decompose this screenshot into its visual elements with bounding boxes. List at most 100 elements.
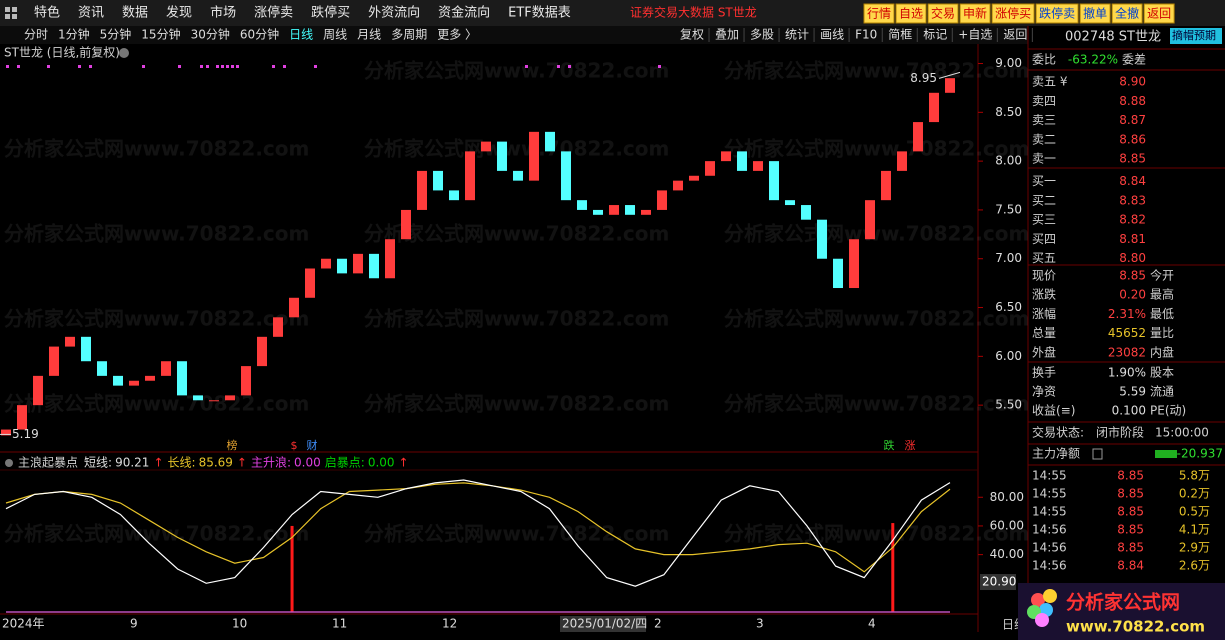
candle-body: [705, 161, 715, 176]
icon-cell: [12, 14, 17, 19]
menu-item[interactable]: 资金流向: [438, 5, 490, 21]
menu-item[interactable]: 发现: [166, 5, 192, 21]
quote-label: 委比: [1032, 53, 1056, 67]
low-label: 5.19: [12, 427, 39, 441]
title-menu-icon[interactable]: [119, 48, 129, 58]
flow-icon[interactable]: [1092, 448, 1103, 460]
candle-body: [369, 253, 379, 279]
menu-item[interactable]: 涨停卖: [254, 5, 293, 21]
candle-body: [817, 219, 827, 259]
trade-time: 14:56: [1032, 541, 1067, 555]
tool-button[interactable]: F10: [855, 28, 877, 42]
tool-button[interactable]: 多股: [750, 28, 774, 42]
period-tab[interactable]: 多周期: [391, 28, 427, 42]
candle-body: [801, 205, 811, 220]
candle-body: [689, 175, 699, 181]
period-tab[interactable]: 30分钟: [191, 27, 230, 42]
menu-button-label: 交易: [931, 6, 955, 21]
candle-body: [481, 141, 491, 152]
menu-item[interactable]: 特色: [34, 5, 60, 21]
candle-body: [785, 200, 795, 206]
trade-volume: 5.8万: [1179, 469, 1210, 483]
candle-body: [209, 400, 219, 402]
bid-price: 8.84: [1119, 174, 1146, 188]
menu-button[interactable]: [959, 3, 991, 24]
menu-button[interactable]: [1143, 3, 1175, 24]
trade-time: 14:56: [1032, 559, 1067, 573]
candle-body: [145, 375, 155, 381]
x-tick-label: 11: [332, 617, 347, 631]
menu-item[interactable]: 数据: [122, 6, 148, 21]
signal-dot: [178, 65, 181, 68]
menu-item[interactable]: 资讯: [78, 6, 104, 21]
menu-button[interactable]: [1079, 3, 1111, 24]
menu-item[interactable]: 外资流向: [368, 5, 420, 21]
watermark: 分析家公式网www.70822.com: [4, 137, 309, 161]
period-tab[interactable]: 月线: [357, 28, 381, 42]
legend-value: 0.00: [368, 456, 395, 470]
candle-body: [465, 151, 475, 201]
trade-time: 14:55: [1032, 469, 1067, 483]
period-tab[interactable]: 60分钟: [240, 27, 279, 42]
menu-icon[interactable]: [5, 7, 17, 19]
menu-button[interactable]: [863, 3, 895, 24]
tool-button[interactable]: 叠加: [715, 28, 739, 42]
menu-item[interactable]: ETF数据表: [508, 6, 571, 21]
ask-label: 卖五 ¥: [1032, 75, 1068, 89]
legend-icon[interactable]: [5, 459, 13, 467]
trade-price: 8.85: [1117, 541, 1144, 555]
ask-price: 8.87: [1119, 113, 1146, 127]
flow-value: -20.937: [1177, 447, 1223, 461]
trade-time: 14:56: [1032, 523, 1067, 537]
y-tick-label: 8.00: [995, 154, 1022, 168]
tool-button[interactable]: 返回: [1003, 28, 1027, 42]
bid-price: 8.82: [1119, 213, 1146, 227]
candle-body: [561, 151, 571, 201]
watermark: 分析家公式网www.70822.com: [364, 522, 669, 546]
tool-button[interactable]: +自选: [958, 28, 992, 42]
menu-button[interactable]: [991, 3, 1035, 24]
menu-button[interactable]: [895, 3, 927, 24]
high-arrow: [938, 71, 961, 79]
candle-body: [17, 405, 27, 430]
trade-time: 14:55: [1032, 487, 1067, 501]
trade-volume: 2.6万: [1179, 559, 1210, 573]
y-tick-label: 8.50: [995, 105, 1022, 119]
candle-body: [305, 268, 315, 298]
tool-button[interactable]: 画线: [820, 28, 844, 42]
stat-label: 最高: [1150, 287, 1174, 302]
period-tab[interactable]: 日线: [289, 28, 313, 42]
candle-body: [97, 361, 107, 376]
period-tab[interactable]: 更多 〉: [437, 28, 477, 42]
watermark: 分析家公式网www.70822.com: [364, 59, 669, 83]
period-tab[interactable]: 5分钟: [100, 27, 132, 42]
menu-button[interactable]: [1111, 3, 1143, 24]
cursor-label: 20.90: [982, 575, 1016, 589]
menu-item[interactable]: 市场: [210, 5, 236, 21]
menu-button[interactable]: [1035, 3, 1079, 24]
period-tab[interactable]: 周线: [323, 28, 347, 42]
period-tab[interactable]: 1分钟: [58, 27, 90, 42]
candle-body: [321, 258, 331, 269]
tool-button[interactable]: 统计: [785, 28, 809, 42]
signal-bar: [290, 525, 294, 612]
signal-dot: [283, 65, 286, 68]
fund-label: 收益(≡): [1032, 404, 1075, 418]
menu-button[interactable]: [927, 3, 959, 24]
signal-dot: [200, 65, 203, 68]
signal-dot: [47, 65, 50, 68]
signal-dot: [17, 65, 20, 68]
logo-petal: [1043, 589, 1057, 603]
toolbar: [0, 26, 1028, 44]
watermark: 分析家公式网www.70822.com: [364, 307, 669, 331]
period-tab[interactable]: 分时: [24, 28, 48, 42]
menu-item[interactable]: 跌停买: [311, 5, 350, 21]
tool-button[interactable]: 复权: [680, 28, 704, 42]
watermark: 分析家公式网www.70822.com: [724, 307, 1029, 331]
tool-button[interactable]: 标记: [923, 28, 947, 42]
period-tab[interactable]: 15分钟: [141, 27, 180, 42]
ask-price: 8.90: [1119, 75, 1146, 89]
tool-button[interactable]: 简框: [888, 28, 912, 42]
fund-value: 0.100: [1112, 404, 1146, 418]
